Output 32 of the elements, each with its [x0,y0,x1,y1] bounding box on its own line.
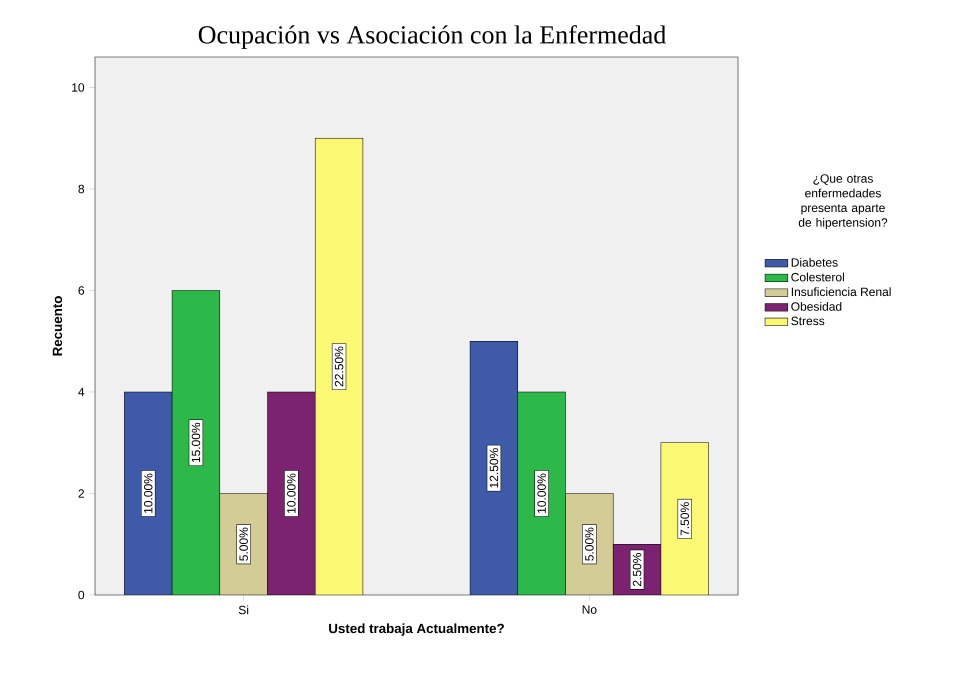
bar [518,392,566,595]
annotation: 10.00% [144,474,152,513]
annotation: 10.00% [537,474,546,513]
annotation: 15.00% [192,422,200,462]
y-tick-label: 4 [78,388,84,396]
x-tick-label: No [582,605,597,614]
legend-label: Obesidad [791,302,842,311]
y-axis-title: Recuento [52,296,62,356]
legend-label: Stress [791,316,824,326]
annotation: 12.50% [490,448,498,488]
legend-label: Diabetes [792,258,838,267]
legend-label: Colesterol [791,272,844,282]
legend-label: Insuficiencia Renal [792,287,891,296]
bar [124,392,172,595]
annotation: 22.50% [334,346,344,386]
annotation: 5.00% [585,528,594,561]
annotation: 2.50% [632,553,642,586]
annotation: 10.00% [287,474,296,513]
bar [267,392,316,595]
y-tick-label: 2 [78,489,84,498]
y-tick-label: 0 [78,590,84,600]
y-tick-label: 6 [78,286,84,295]
x-tick-label: Si [238,605,248,614]
bar [470,340,518,595]
bar [172,290,220,595]
annotation: 5.00% [239,528,248,561]
annotation: 7.50% [680,502,690,536]
legend-title: ¿Que otras enfermedades presenta aparte de hipertension? [798,174,888,230]
y-tick-label: 8 [78,184,84,194]
chart-title: Ocupación vs Asociación con la Enfermedad [198,25,666,49]
y-tick-label: 10 [72,83,84,92]
x-axis-title: Usted trabaja Actualmente? [329,623,504,636]
